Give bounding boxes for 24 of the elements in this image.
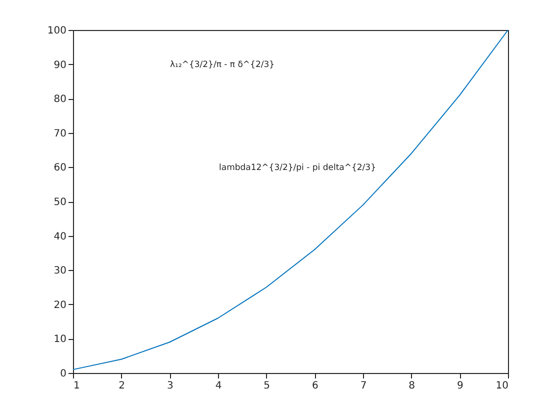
- annotation: lambda12^{3/2}/pi - pi delta^{2/3}: [219, 163, 376, 173]
- y-tick-label: 100: [47, 26, 66, 36]
- x-tick-label: 7: [360, 380, 367, 392]
- y-tick-label: 0: [60, 368, 66, 380]
- x-tick-label: 2: [118, 380, 126, 392]
- x-tick-label: 5: [264, 380, 270, 392]
- y-tick-label: 20: [54, 300, 66, 311]
- line-series: [72, 30, 508, 370]
- x-tick-label: 8: [408, 380, 416, 392]
- y-tick-label: 90: [54, 60, 66, 71]
- y-tick-label: 80: [54, 94, 66, 106]
- y-tick-label: 10: [54, 334, 66, 346]
- x-tick-label: 1: [74, 380, 80, 392]
- y-tick-label: 50: [54, 197, 66, 208]
- y-tick-label: 60: [54, 162, 66, 174]
- x-tick-label: 9: [456, 380, 464, 392]
- x-tick-label: 10: [496, 380, 508, 392]
- y-tick-label: 30: [54, 266, 66, 277]
- y-tick-label: 40: [54, 231, 66, 242]
- annotation: λ₁₂^{3/2}/π - π δ^{2/3}: [170, 60, 275, 70]
- x-tick-label: 4: [215, 380, 222, 392]
- x-tick-label: 6: [312, 380, 318, 392]
- x-tick-label: 3: [166, 380, 174, 392]
- y-tick-label: 70: [54, 128, 66, 140]
